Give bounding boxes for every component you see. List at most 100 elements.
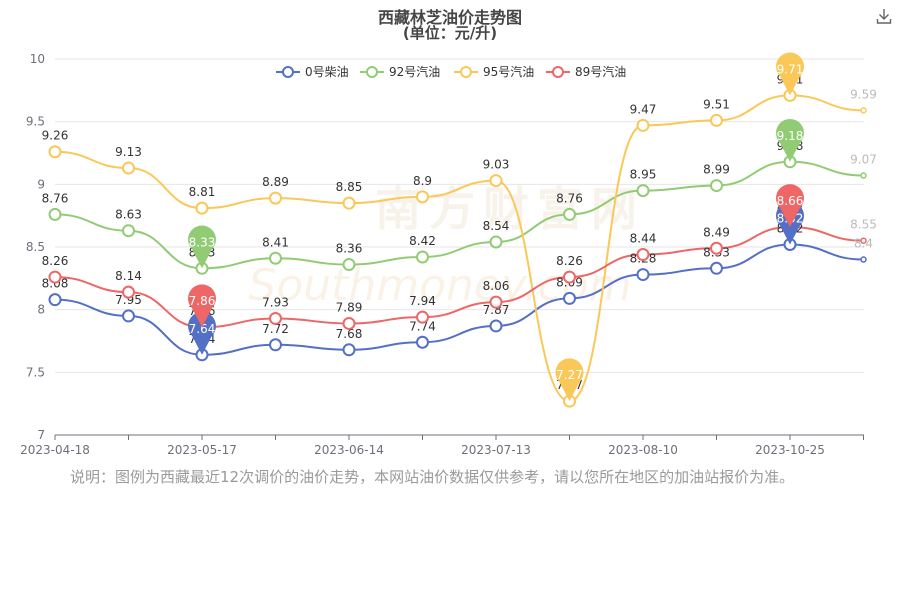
data-point [860,107,867,114]
data-label: 8.63 [115,208,142,222]
data-label: 8.81 [189,185,216,199]
x-tick-label: 2023-05-17 [167,443,237,457]
marker-pin [188,225,216,269]
y-tick-label: 7.5 [26,365,45,379]
data-point [489,319,503,333]
extreme-value-marker: 7.64 [188,311,216,355]
data-point [636,118,650,132]
data-label: 8.41 [262,235,289,249]
data-label: 8.14 [115,269,142,283]
data-point [122,309,135,323]
data-point [860,256,867,263]
marker-pin [776,118,805,162]
marker-label: 8.33 [189,235,216,249]
data-point [269,191,282,205]
marker-pin [555,358,584,402]
data-label: 8.42 [409,234,436,248]
legend-marker [460,66,472,78]
data-label: 8.89 [262,175,289,189]
line-chart: 南方财富网Southmoney.com77.588.599.5102023-04… [20,52,877,457]
data-label: 8.76 [42,191,69,205]
legend-label: 92号汽油 [389,64,440,79]
data-label: 7.72 [262,322,289,336]
data-point [48,207,62,221]
data-point [563,207,576,221]
data-point [710,113,723,127]
legend-item[interactable]: 89号汽油 [546,64,626,79]
data-label: 8.08 [42,277,69,291]
marker-pin [188,311,216,355]
legend-label: 89号汽油 [575,64,626,79]
legend-item[interactable]: 95号汽油 [454,64,534,79]
watermark-cn: 南方财富网 [375,182,645,236]
series-line [54,160,864,270]
legend-label: 95号汽油 [483,64,534,79]
data-point [342,196,356,210]
data-point [122,285,135,299]
marker-label: 7.64 [189,322,216,336]
data-label: 8.95 [630,168,657,182]
data-point [269,311,282,325]
legend-marker [282,66,294,78]
marker-label: 9.18 [777,129,804,143]
extreme-value-marker: 9.71 [776,52,805,96]
series-line [54,225,864,329]
marker-label: 9.71 [777,62,804,76]
data-label: 8.85 [336,180,363,194]
data-label: 9.59 [850,87,877,101]
data-label: 7.89 [336,300,363,314]
legend-label: 0号柴油 [305,65,349,79]
extreme-value-marker: 8.66 [776,184,805,227]
data-point [563,270,576,284]
data-label: 7.74 [409,319,436,333]
marker-label: 7.27 [556,368,583,382]
data-point [636,248,650,262]
data-label: 9.07 [850,153,877,167]
y-tick-label: 10 [30,52,45,66]
chart-subtitle: (单位：元/升) [402,24,498,42]
data-point [416,310,429,324]
data-point [122,161,135,175]
data-point [636,268,650,282]
data-label: 8.26 [42,254,69,268]
data-point [48,293,62,307]
legend-item[interactable]: 0号柴油 [276,65,349,79]
y-tick-label: 8 [37,303,45,317]
data-point [489,295,503,309]
data-point [710,241,723,255]
y-tick-label: 9.5 [26,115,45,129]
data-label: 8.49 [703,225,730,239]
data-point [342,343,356,357]
y-tick-label: 9 [37,177,45,191]
data-label: 8.36 [336,242,363,256]
legend-item[interactable]: 92号汽油 [360,64,440,79]
data-label: 9.51 [703,97,730,111]
data-label: 8.99 [703,163,730,177]
extreme-value-marker: 9.18 [776,118,805,162]
data-label: 7.95 [115,293,142,307]
chart-title: 西藏林芝油价走势图 [377,8,522,27]
data-label: 7.87 [483,303,510,317]
data-point [269,251,282,265]
download-icon[interactable] [874,6,894,26]
extreme-value-marker: 7.86 [188,284,216,328]
data-label: 8.9 [413,174,432,188]
data-label: 8.26 [556,254,583,268]
x-tick-label: 2023-06-14 [314,443,384,457]
data-point [860,172,867,179]
data-label: 9.26 [42,129,69,143]
data-label: 9.03 [483,158,510,172]
series-line [54,243,864,356]
chart-note: 说明：图例为西藏最近12次调价的油价走势，本网站油价数据仅供参考，请以您所在地区… [70,468,795,486]
x-tick-label: 2023-04-18 [20,443,90,457]
data-label: 8.44 [630,232,657,246]
y-tick-label: 7 [37,428,45,442]
legend-marker [366,66,378,78]
data-point [860,237,867,244]
data-point [710,261,723,275]
data-point [48,145,62,159]
series-line [54,94,864,403]
data-point [489,174,503,188]
data-point [416,250,429,264]
